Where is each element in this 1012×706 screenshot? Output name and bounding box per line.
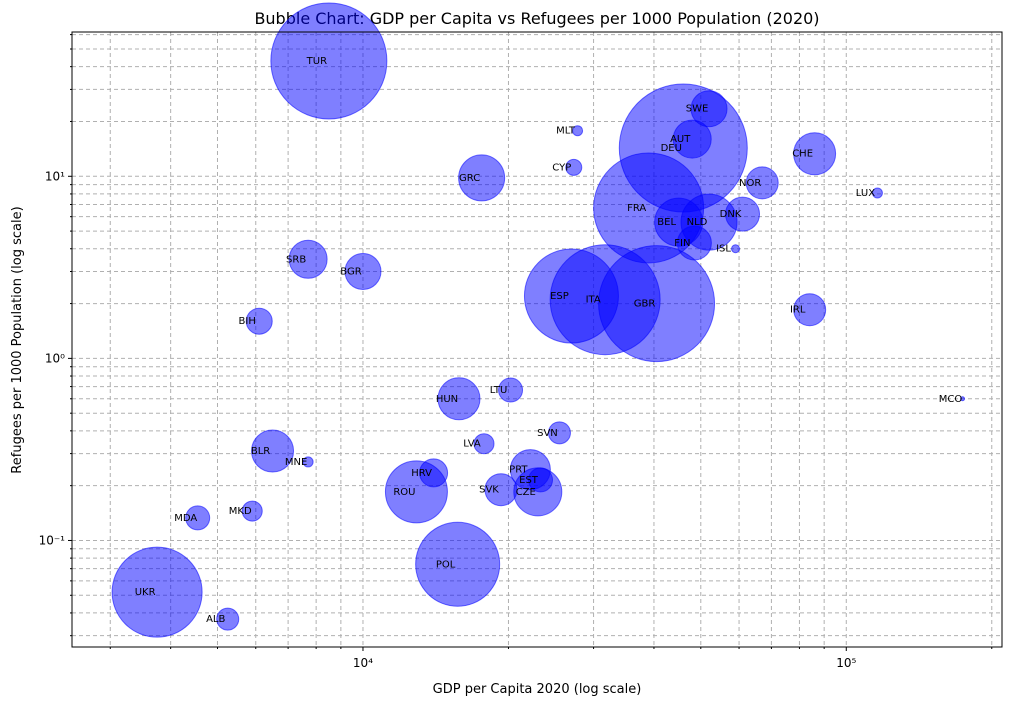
bubble-irl [793,293,827,327]
bubble-label-mne: MNE [285,457,307,468]
bubble-label-bgr: BGR [340,266,361,277]
bubble-label-pol: POL [436,559,456,570]
bubble-label-mco: MCO [939,394,963,405]
bubble-label-mkd: MKD [229,506,252,517]
bubble-mne [302,456,314,468]
bubble-label-mlt: MLT [556,126,576,137]
bubble-label-alb: ALB [206,614,225,625]
bubble-label-est: EST [519,475,539,486]
bubble-svk [484,473,518,507]
bubble-bgr [344,252,382,290]
bubble-srb [288,239,328,279]
bubble-label-hun: HUN [436,394,458,405]
bubble-label-isl: ISL [716,244,731,255]
x-tick-label: 10⁴ [353,656,373,670]
bubble-label-cyp: CYP [552,162,571,173]
bubble-nor [745,166,779,200]
bubble-label-blr: BLR [251,446,270,457]
bubble-ukr [111,546,203,638]
bubble-label-esp: ESP [550,291,569,302]
bubble-cyp [565,158,583,176]
bubble-label-lux: LUX [856,188,875,199]
bubble-rou [384,460,448,524]
bubble-label-ita: ITA [586,295,601,306]
plot-frame [71,31,1003,648]
y-tick-label: 10⁻¹ [39,533,66,547]
bubble-label-ukr: UKR [135,587,156,598]
bubble-lux [871,187,883,199]
bubble-label-mda: MDA [174,513,197,524]
bubble-label-che: CHE [792,149,813,160]
bubble-label-irl: IRL [790,305,806,316]
bubble-label-tur: TUR [306,56,327,67]
grid-lines [72,32,1002,647]
bubble-label-nld: NLD [687,217,708,228]
bubbles [111,2,966,638]
bubble-bih [245,307,273,335]
bubble-grc [458,154,506,202]
bubble-hun [437,377,481,421]
bubble-mco [960,396,966,402]
bubble-label-rou: ROU [393,487,415,498]
bubble-isl [731,244,741,254]
bubble-label-cze: CZE [516,487,536,498]
bubble-label-bel: BEL [657,217,676,228]
x-axis-label: GDP per Capita 2020 (log scale) [433,682,642,697]
axis-ticks: 10⁴ 10⁵ 10⁻¹ 10⁰ 10¹ [39,34,993,670]
bubble-label-fin: FIN [674,238,690,249]
bubble-tur [270,2,388,120]
bubble-lva [473,433,495,455]
bubble-label-srb: SRB [286,254,306,265]
y-axis-label: Refugees per 1000 Population (log scale) [10,206,25,473]
bubble-mkd [241,500,263,522]
bubble-label-ltu: LTU [490,385,508,396]
x-tick-label: 10⁵ [836,656,856,670]
y-tick-label: 10⁰ [45,351,65,365]
bubble-label-deu: DEU [661,143,682,154]
bubble-label-nor: NOR [739,178,761,189]
y-tick-label: 10¹ [45,169,65,183]
bubble-label-prt: PRT [509,465,528,476]
bubble-label-svk: SVK [479,485,499,496]
bubble-svn [547,421,571,445]
bubble-ltu [498,377,524,403]
bubble-label-dnk: DNK [720,209,742,220]
bubble-gbr [598,245,716,363]
bubble-pol [415,521,501,607]
bubble-label-aut: AUT [670,134,691,145]
bubble-label-lva: LVA [463,439,481,450]
bubble-label-bih: BIH [239,316,256,327]
bubble-label-gbr: GBR [634,299,656,310]
bubble-blr [251,429,295,473]
bubble-mlt [572,125,584,137]
chart-title: Bubble Chart: GDP per Capita vs Refugees… [254,9,819,28]
bubble-label-grc: GRC [459,173,480,184]
bubble-label-svn: SVN [537,428,558,439]
bubble-label-swe: SWE [686,104,709,115]
bubble-mda [185,505,211,531]
bubble-alb [216,607,240,631]
bubble-che [793,132,837,176]
bubble-label-hrv: HRV [411,468,432,479]
bubble-label-fra: FRA [627,203,646,214]
